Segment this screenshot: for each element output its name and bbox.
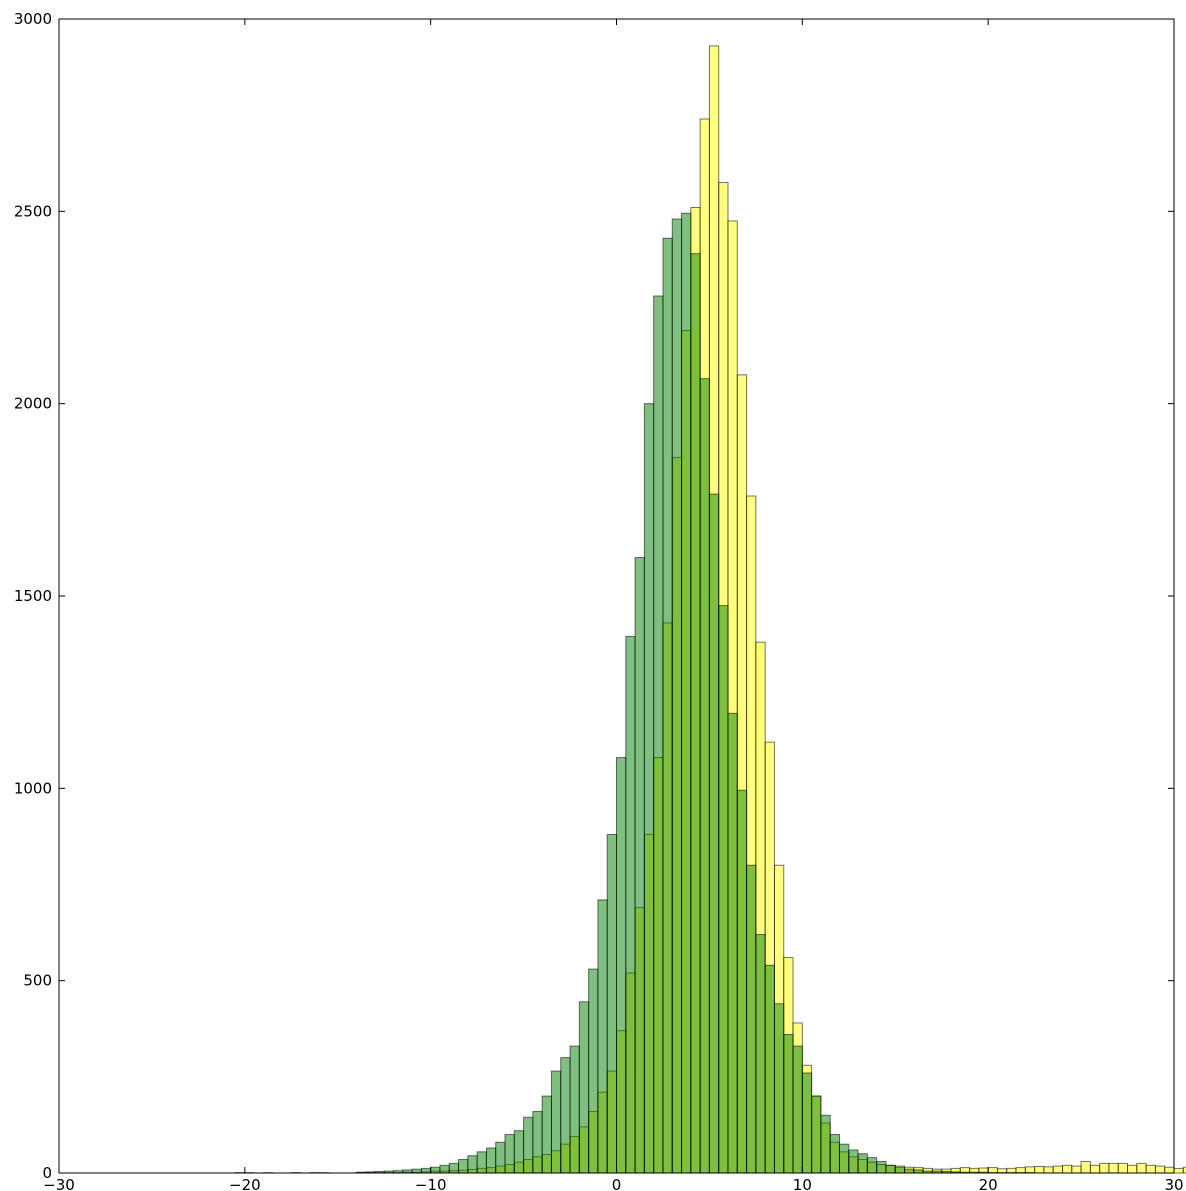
histogram-bar [625, 635, 636, 1174]
histogram-bar [904, 1168, 915, 1174]
y-tick-label: 500 [23, 972, 52, 990]
x-tick-label: −20 [229, 1176, 261, 1191]
bars-layer [235, 45, 1186, 1174]
histogram-bar [569, 1045, 580, 1174]
histogram-bar [764, 964, 775, 1174]
x-tick-label: 20 [979, 1176, 998, 1191]
x-tick-label: −10 [415, 1176, 447, 1191]
histogram-bar [1034, 1165, 1045, 1174]
histogram-bar [513, 1130, 525, 1174]
histogram-bar [746, 864, 757, 1174]
histogram-bar [504, 1134, 515, 1174]
x-tick-label: 30 [1164, 1176, 1183, 1191]
histogram-bar [1136, 1162, 1147, 1174]
histogram-bar [550, 1070, 562, 1174]
histogram-bar [597, 899, 608, 1174]
histogram-bar [523, 1116, 534, 1174]
y-tick-label: 0 [42, 1164, 52, 1182]
y-tick-label: 2500 [14, 202, 52, 220]
y-tick-label: 1500 [14, 587, 52, 605]
histogram-bar [439, 1164, 450, 1174]
histogram-bar [801, 1072, 813, 1174]
histogram-bar [653, 295, 664, 1174]
histogram-bar [1127, 1164, 1138, 1174]
histogram-bar [894, 1166, 906, 1174]
histogram-bar [1117, 1162, 1129, 1174]
histogram-bar [1154, 1165, 1166, 1174]
histogram-bar [755, 934, 766, 1174]
histogram-bar [485, 1147, 497, 1174]
histogram-bar [448, 1162, 460, 1174]
histogram-bar [1108, 1162, 1119, 1174]
histogram-bar [1043, 1166, 1054, 1174]
histogram-bar [411, 1168, 422, 1174]
histogram-bar [1145, 1164, 1156, 1174]
x-tick-label: 10 [793, 1176, 812, 1191]
ticks-layer: −30 −20 −10 0 10 20 30 0 500 1000 1500 2000 2500 3000 [14, 10, 1184, 1191]
histogram-bar [643, 403, 655, 1174]
histogram-bar [727, 712, 738, 1174]
histogram-bar [736, 789, 748, 1174]
histogram-bar [1052, 1165, 1064, 1174]
histogram-bar [476, 1151, 487, 1174]
histogram-bar [560, 1057, 571, 1174]
histogram-bar [699, 378, 710, 1174]
histogram-bar [430, 1166, 441, 1174]
histogram-bar [773, 1003, 785, 1174]
histogram-bar [829, 1134, 840, 1174]
histogram-bar [616, 757, 627, 1174]
histogram-bar [634, 557, 645, 1174]
histogram-bar [467, 1155, 478, 1174]
histogram-bar [495, 1141, 506, 1174]
histogram-bar [718, 605, 729, 1174]
y-tick-label: 3000 [14, 10, 52, 28]
histogram-bar [1099, 1162, 1110, 1174]
histogram-bar [1182, 1166, 1186, 1174]
histogram-bar [578, 1001, 590, 1174]
histogram-bar [811, 1095, 822, 1174]
histogram-bar [690, 253, 701, 1174]
histogram-bar [708, 493, 720, 1174]
histogram-bar [532, 1110, 543, 1174]
histogram-bar [420, 1167, 432, 1174]
x-tick-label: −30 [43, 1176, 75, 1191]
histogram-bar [588, 968, 599, 1174]
histogram-bar [1164, 1166, 1175, 1174]
histogram-bar [1062, 1164, 1073, 1174]
histogram-bar [820, 1114, 831, 1174]
histogram-bar [1089, 1164, 1101, 1174]
histogram-bar [866, 1157, 878, 1174]
histogram-bar [681, 212, 692, 1174]
histogram-bar [1024, 1166, 1036, 1174]
histogram-bar [876, 1160, 887, 1174]
histogram-bar [1071, 1165, 1082, 1174]
x-tick-label: 0 [612, 1176, 622, 1191]
histogram-bar [671, 218, 683, 1174]
histogram-bar [839, 1143, 850, 1174]
y-tick-label: 2000 [14, 395, 52, 413]
histogram-bar [885, 1164, 896, 1174]
histogram-bar [857, 1153, 868, 1174]
histogram-bar [848, 1149, 859, 1174]
y-tick-label: 1000 [14, 779, 52, 797]
histogram-bar [606, 833, 617, 1174]
histogram-bar [541, 1095, 552, 1174]
histogram-bar [458, 1159, 469, 1174]
histogram-bar [662, 237, 673, 1174]
histogram-bar [1080, 1160, 1091, 1174]
histogram-bar [792, 1045, 803, 1174]
histogram-bar [783, 1034, 794, 1174]
histogram-bar [1173, 1167, 1184, 1174]
